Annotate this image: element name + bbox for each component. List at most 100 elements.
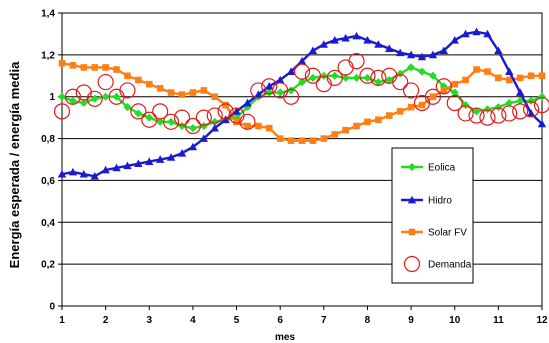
data-point xyxy=(461,29,470,38)
x-tick-label: 1 xyxy=(59,315,65,326)
data-point xyxy=(450,88,459,97)
x-tick-label: 10 xyxy=(449,315,461,326)
data-point xyxy=(195,109,212,126)
data-point xyxy=(309,137,317,144)
data-point xyxy=(352,31,361,40)
data-point xyxy=(119,82,136,99)
data-point xyxy=(407,63,416,72)
data-point xyxy=(233,118,240,126)
data-point xyxy=(304,67,322,84)
data-point xyxy=(173,109,191,126)
data-point xyxy=(156,117,165,126)
data-point xyxy=(330,71,339,80)
data-point xyxy=(385,112,393,119)
data-point xyxy=(265,82,274,90)
data-point xyxy=(167,117,176,126)
data-point xyxy=(276,135,284,142)
data-point xyxy=(58,59,66,67)
data-point xyxy=(123,161,132,170)
data-point xyxy=(178,122,186,131)
y-tick-label: 0,2 xyxy=(41,260,55,271)
data-point xyxy=(101,92,110,101)
y-tick-label: 1,4 xyxy=(41,9,55,20)
data-point xyxy=(86,90,103,107)
data-point xyxy=(189,89,197,96)
data-point xyxy=(320,135,328,142)
data-point xyxy=(479,109,496,126)
data-point xyxy=(537,119,547,128)
x-tick-label: 2 xyxy=(103,315,109,326)
data-point xyxy=(167,89,175,96)
y-tick-label: 0 xyxy=(49,302,55,313)
data-point xyxy=(364,118,371,126)
data-point xyxy=(58,92,66,101)
y-tick-label: 1 xyxy=(49,92,55,103)
data-point xyxy=(490,107,507,124)
y-tick-label: 0,8 xyxy=(41,134,55,145)
legend-item: Demanda xyxy=(403,255,472,273)
data-point xyxy=(162,113,180,130)
data-point xyxy=(90,172,99,180)
data-point xyxy=(134,159,143,168)
data-point xyxy=(522,101,540,118)
data-point xyxy=(79,169,89,178)
data-point xyxy=(331,131,339,138)
data-point xyxy=(102,64,109,71)
legend-label: Hidro xyxy=(428,196,452,207)
data-point xyxy=(53,103,71,120)
series-demanda xyxy=(53,53,549,135)
series-layer xyxy=(53,27,549,180)
data-point xyxy=(250,82,267,99)
data-point xyxy=(483,105,492,114)
data-point xyxy=(188,142,198,151)
data-point xyxy=(206,107,223,124)
data-point xyxy=(326,69,343,86)
data-point xyxy=(385,44,394,52)
data-point xyxy=(261,78,278,95)
data-point xyxy=(79,98,88,107)
data-point xyxy=(374,40,383,48)
data-point xyxy=(396,108,404,115)
data-point xyxy=(363,36,372,44)
x-axis-title: mes xyxy=(275,332,295,343)
x-tick-label: 9 xyxy=(408,315,414,326)
data-point xyxy=(402,82,420,99)
data-point xyxy=(505,76,513,84)
data-point xyxy=(538,72,546,80)
data-point xyxy=(396,69,405,78)
data-point xyxy=(210,123,219,132)
data-point xyxy=(342,126,349,134)
data-point xyxy=(210,117,219,126)
data-point xyxy=(374,78,383,87)
data-point xyxy=(265,88,274,97)
legend-label: Eolica xyxy=(428,163,456,174)
y-tick-label: 0,6 xyxy=(41,176,55,187)
x-tick-label: 12 xyxy=(536,315,548,326)
data-point xyxy=(199,122,208,131)
data-point xyxy=(353,122,360,130)
data-point xyxy=(68,96,77,105)
data-point xyxy=(457,105,474,122)
data-point xyxy=(527,96,536,105)
data-point xyxy=(308,46,318,55)
x-tick-label: 3 xyxy=(146,315,152,326)
data-point xyxy=(68,167,78,176)
data-point xyxy=(101,165,110,174)
data-point xyxy=(495,74,502,82)
data-point xyxy=(473,66,480,73)
legend-marker xyxy=(408,163,416,171)
data-point xyxy=(298,78,306,87)
data-point xyxy=(505,98,514,107)
legend: Eolica Hidro Solar FV Demanda xyxy=(391,147,474,284)
data-point xyxy=(527,72,535,80)
x-tick-label: 8 xyxy=(365,315,371,326)
data-point xyxy=(91,64,99,71)
data-point xyxy=(484,68,491,75)
data-point xyxy=(483,29,492,38)
data-point xyxy=(450,36,459,44)
data-point xyxy=(472,107,481,116)
data-point xyxy=(363,73,372,82)
data-point xyxy=(130,103,147,120)
data-point xyxy=(472,27,481,36)
x-tick-label: 4 xyxy=(190,315,196,326)
